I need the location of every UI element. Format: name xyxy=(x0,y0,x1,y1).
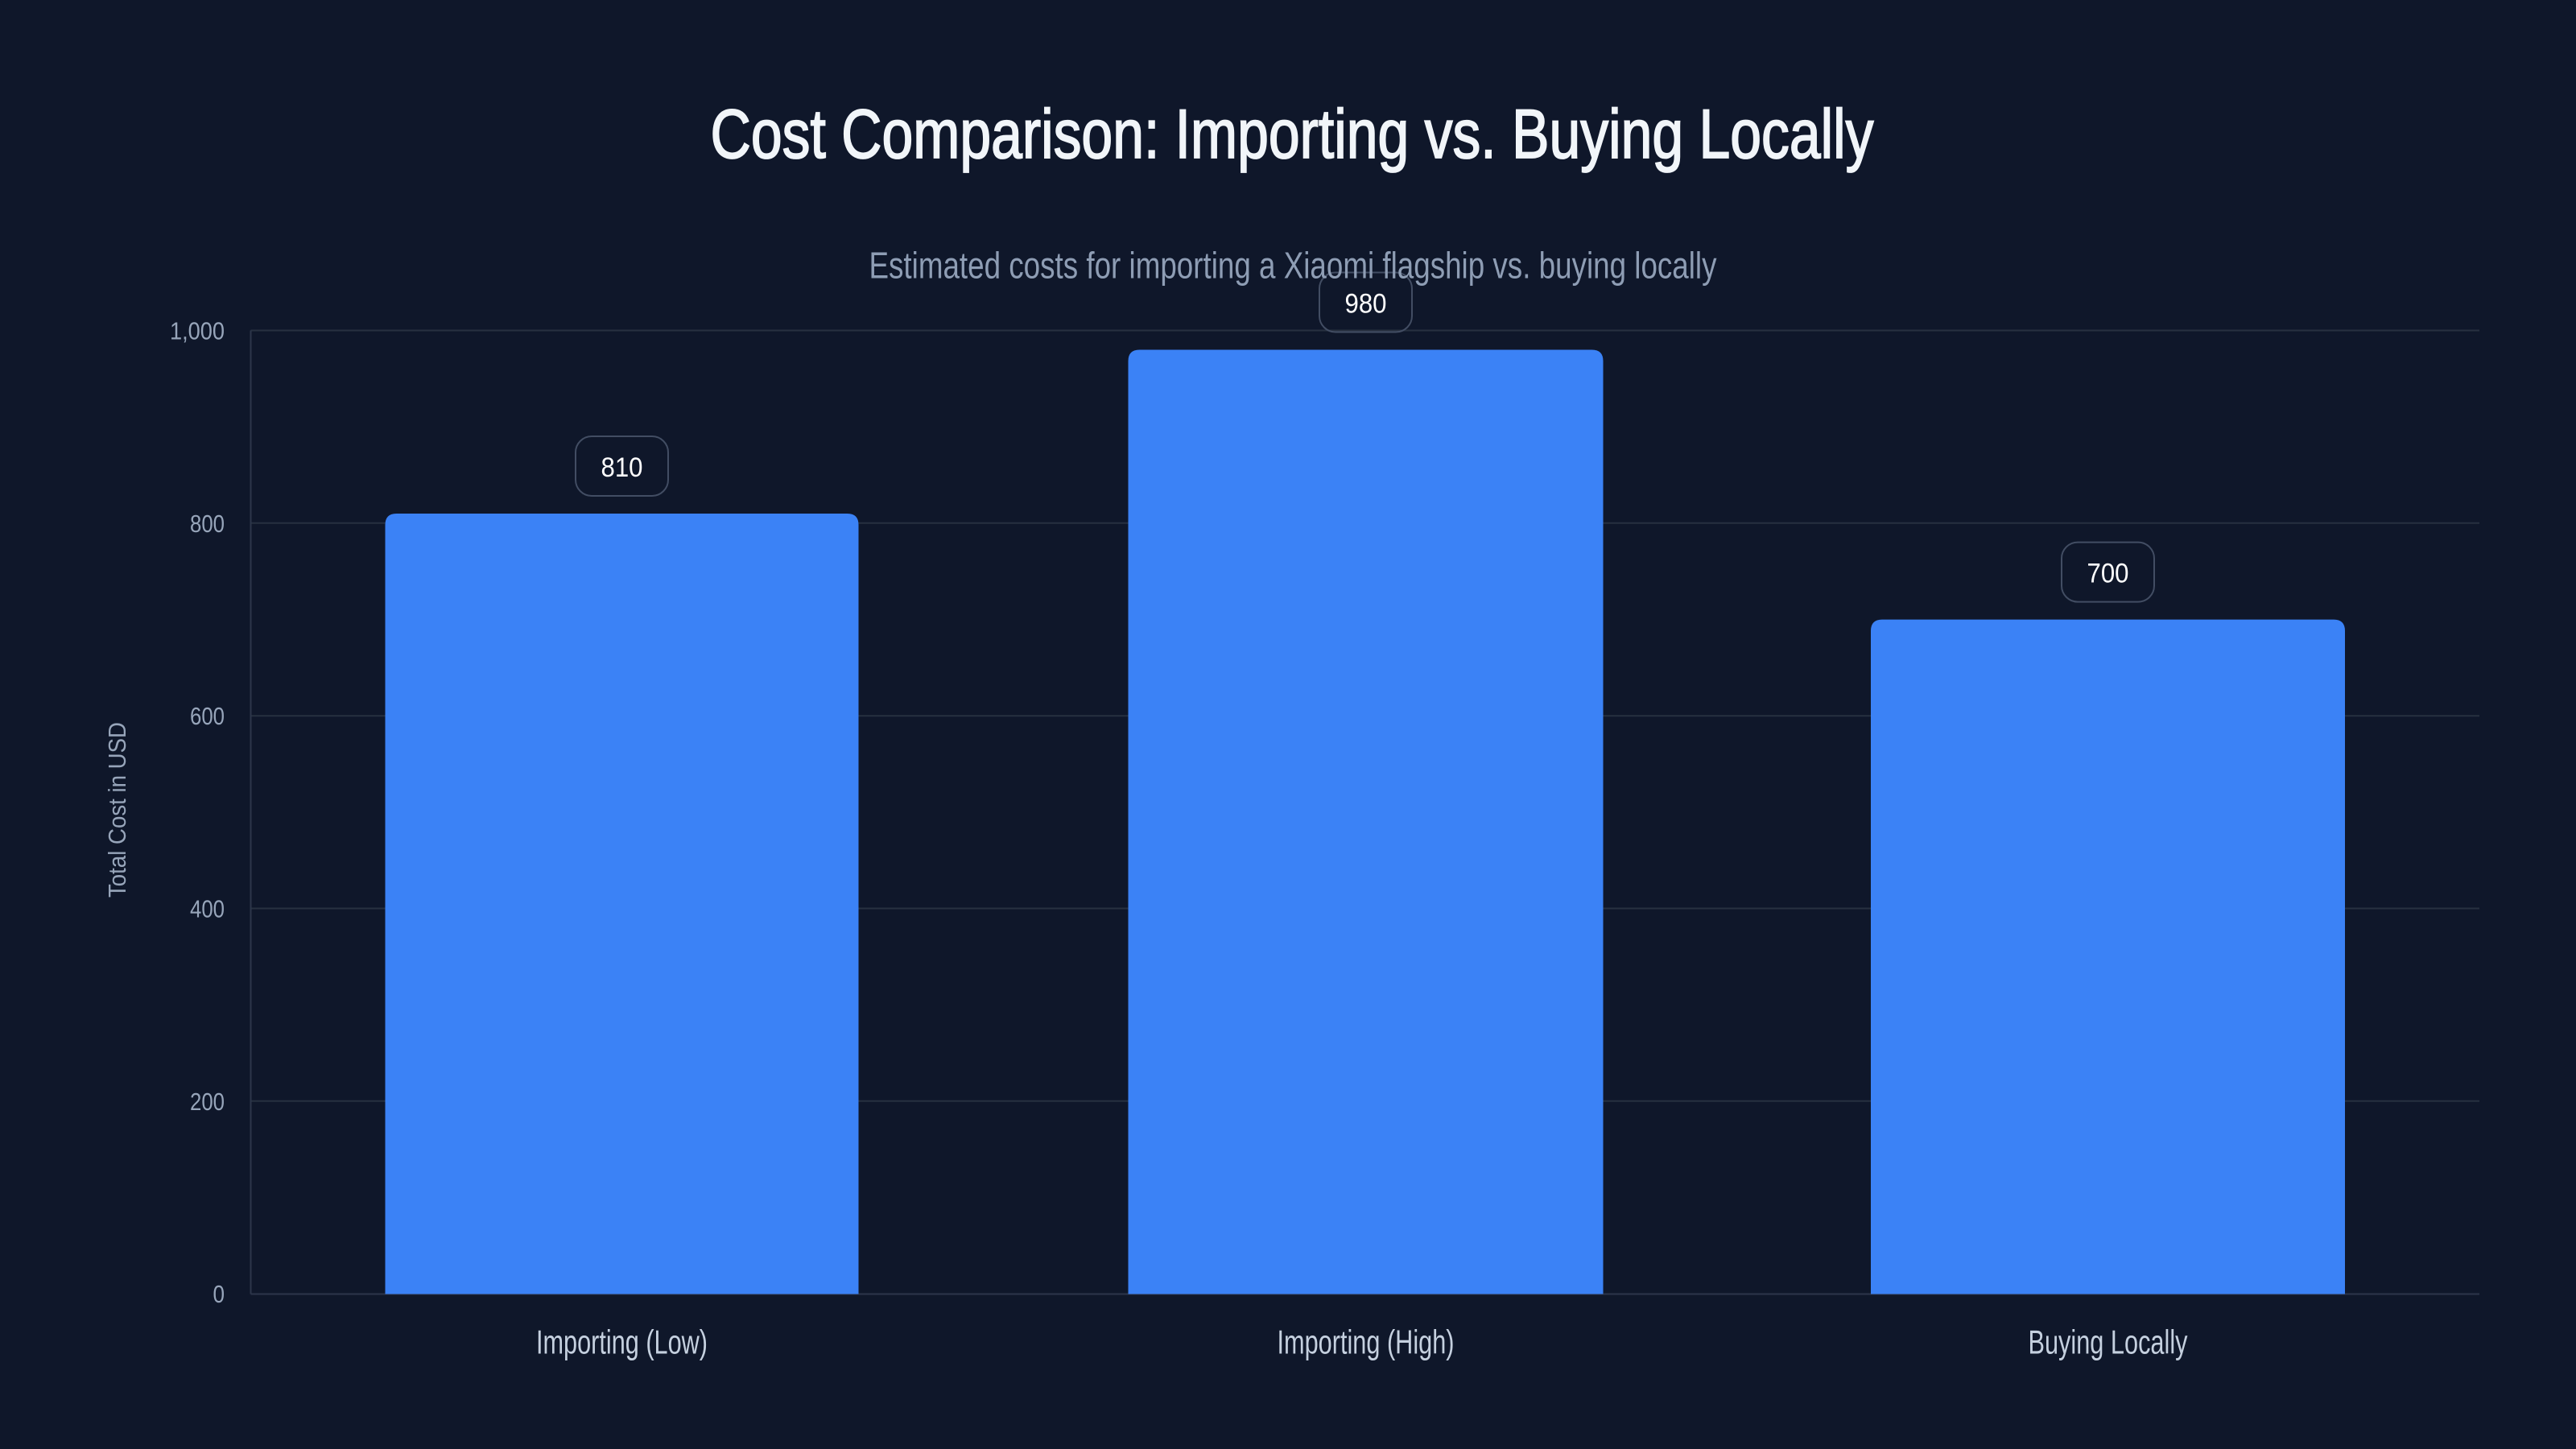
svg-text:600: 600 xyxy=(190,702,225,730)
svg-text:400: 400 xyxy=(190,895,225,923)
svg-text:Importing (High): Importing (High) xyxy=(1278,1323,1455,1361)
svg-text:810: 810 xyxy=(601,452,643,483)
svg-text:Total Cost in USD: Total Cost in USD xyxy=(104,722,131,898)
svg-text:980: 980 xyxy=(1345,289,1387,320)
svg-text:700: 700 xyxy=(2087,559,2129,589)
svg-text:Cost Comparison: Importing vs.: Cost Comparison: Importing vs. Buying Lo… xyxy=(711,96,1874,173)
svg-text:800: 800 xyxy=(190,510,225,538)
svg-text:1,000: 1,000 xyxy=(170,317,225,345)
svg-text:Buying Locally: Buying Locally xyxy=(2029,1323,2188,1361)
svg-text:200: 200 xyxy=(190,1088,225,1116)
svg-text:0: 0 xyxy=(213,1280,225,1308)
svg-text:Estimated costs for importing: Estimated costs for importing a Xiaomi f… xyxy=(869,245,1717,287)
svg-text:Importing (Low): Importing (Low) xyxy=(536,1323,708,1361)
